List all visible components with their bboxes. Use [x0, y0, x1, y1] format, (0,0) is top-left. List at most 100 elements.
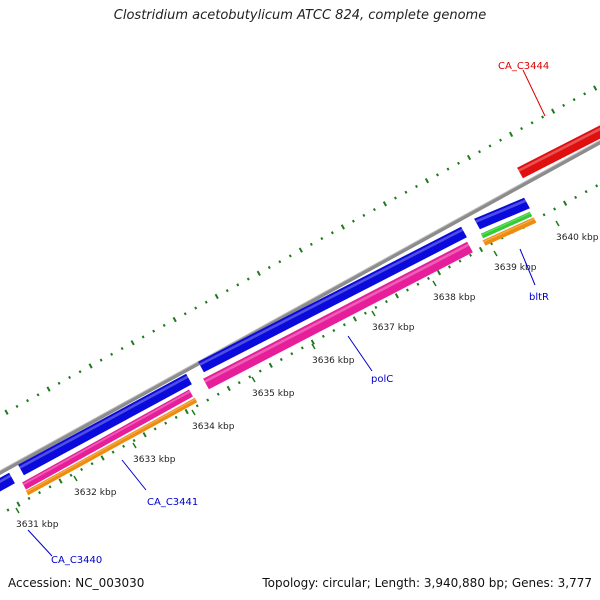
kbp-tick-mark [132, 442, 137, 449]
kbp-tick-label: 3632 kbp [74, 488, 117, 498]
gc-dot [236, 283, 240, 287]
gc-skew-dot [58, 478, 63, 484]
gc-dot [457, 161, 460, 165]
gene-callout-line [519, 248, 536, 286]
gc-dot [141, 335, 145, 339]
gc-skew-dot [27, 496, 31, 500]
kbp-tick-mark [371, 310, 376, 317]
gc-dot [130, 340, 135, 346]
backbone-highlight [0, 139, 600, 472]
gene-blue-1-shine [0, 474, 12, 484]
gc-skew-dot [132, 438, 136, 443]
gc-dot [446, 167, 450, 171]
gene-callouts: CA_C3444 bltR polC CA_C3441 CA_C3440 [27, 61, 549, 566]
gc-skew-dot [38, 491, 42, 495]
accession-text: Accession: NC_003030 [8, 576, 145, 590]
genome-summary-text: Topology: circular; Length: 3,940,880 bp… [262, 576, 592, 590]
genome-title: Clostridium acetobutylicum ATCC 824, com… [113, 8, 487, 23]
gene-label: bltR [529, 292, 549, 303]
gc-skew-dot [363, 311, 367, 315]
gc-skew-dot [216, 392, 220, 396]
gc-skew-dot [436, 269, 442, 276]
gene-pink-1 [22, 389, 193, 490]
gc-skew-dot [69, 473, 73, 477]
gc-dot [414, 184, 418, 189]
gc-dot [393, 196, 397, 200]
gc-dot [4, 409, 9, 415]
gc-skew-dot [458, 259, 462, 263]
gc-skew-dot [100, 455, 105, 461]
gc-skew-dot [584, 190, 588, 194]
gc-dot [120, 346, 124, 351]
gc-dot [508, 131, 514, 138]
gene-blue-3-shine [475, 199, 527, 223]
gc-skew-dot [310, 339, 315, 345]
gc-dot [15, 404, 19, 408]
kbp-tick-mark [251, 376, 256, 383]
kbp-tick-label: 3639 kbp [494, 263, 537, 273]
kbp-tick-mark [73, 475, 78, 482]
gc-skew-dot [478, 246, 484, 253]
gc-dot [362, 213, 366, 217]
gene-polc-blue [198, 226, 467, 373]
gene-pink-1-shine [22, 390, 191, 486]
gc-dot [404, 190, 408, 194]
genome-backbone [0, 140, 600, 475]
gene-callout-line [347, 335, 373, 372]
kbp-tick-label: 3636 kbp [312, 356, 355, 366]
gc-dot [194, 306, 198, 310]
gc-dot [372, 208, 376, 212]
kbp-tick-mark [432, 280, 437, 287]
gc-skew-dot [290, 352, 294, 356]
kbp-tick-label: 3633 kbp [133, 455, 176, 465]
gene-label: CA_C3444 [498, 61, 549, 72]
gene-blue-1 [0, 472, 15, 492]
gc-dot [541, 115, 545, 119]
gc-skew-dot [142, 432, 147, 438]
kbp-tick-label: 3631 kbp [16, 520, 59, 530]
gc-dot [225, 289, 229, 293]
gc-dot [36, 393, 40, 397]
gc-skew-dot [48, 485, 52, 489]
gc-skew-dot [595, 184, 599, 188]
gene-blue-2 [18, 373, 192, 476]
gc-skew-dot [405, 288, 409, 292]
gc-dot [466, 154, 472, 161]
gene-track [0, 125, 600, 496]
gc-dot [57, 381, 61, 385]
gc-dot [88, 363, 93, 369]
gc-dot [551, 108, 556, 114]
gc-skew-dot [448, 265, 451, 269]
gc-dot [172, 316, 177, 323]
kbp-tick-mark [191, 409, 196, 416]
gc-dot [478, 150, 482, 154]
gc-dot [593, 85, 598, 91]
kbp-tick-mark [493, 250, 498, 257]
gc-dot [499, 138, 503, 142]
gc-skew-dot [469, 253, 472, 257]
gc-dot [183, 312, 187, 316]
gc-dot [330, 231, 334, 235]
gc-skew-dot [563, 200, 568, 206]
gc-skew-dot [332, 328, 336, 333]
gene-ca-c3444-shine [518, 127, 600, 172]
gene-orange-2 [482, 217, 537, 246]
gene-green-1-shine [481, 212, 531, 236]
kbp-tick-label: 3635 kbp [252, 389, 295, 399]
gc-skew-dot [111, 450, 115, 454]
gc-dot [256, 270, 261, 276]
gc-skew-dot [542, 213, 546, 217]
gc-skew-dot [279, 357, 283, 362]
kbp-tick-mark [311, 343, 316, 350]
gene-ca-c3444 [517, 125, 600, 179]
inner-gc-dots [6, 184, 599, 512]
gc-dot [309, 242, 313, 246]
gc-skew-dot [352, 316, 357, 322]
gc-skew-dot [80, 467, 84, 472]
gc-dot [530, 121, 534, 125]
gc-dot [298, 247, 303, 253]
kbp-tick-label: 3637 kbp [372, 323, 415, 333]
gc-skew-dot [321, 334, 325, 338]
gc-skew-dot [184, 408, 189, 415]
gc-dot [162, 323, 166, 327]
